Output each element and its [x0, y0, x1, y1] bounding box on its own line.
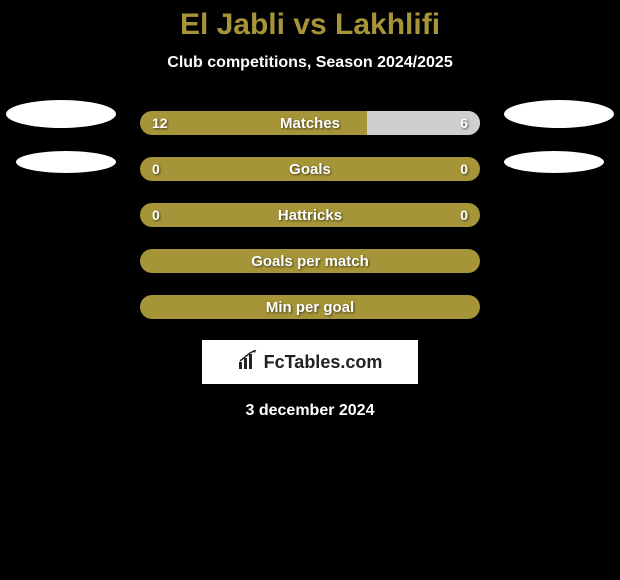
player-marker-right	[504, 100, 614, 128]
stat-label: Hattricks	[140, 207, 480, 224]
stats-rows: 12Matches60Goals00Hattricks0Goals per ma…	[0, 100, 620, 330]
player-marker-right	[504, 151, 604, 173]
stat-value-right: 6	[460, 115, 468, 131]
logo: FcTables.com	[238, 350, 383, 375]
stat-label: Goals per match	[140, 253, 480, 270]
stat-bar: 0Goals0	[140, 157, 480, 181]
logo-box: FcTables.com	[202, 340, 418, 384]
stat-label: Goals	[140, 161, 480, 178]
stat-row: 0Hattricks0	[0, 192, 620, 238]
logo-text: FcTables.com	[264, 352, 383, 373]
stat-bar: Goals per match	[140, 249, 480, 273]
stat-row: 0Goals0	[0, 146, 620, 192]
date-text: 3 december 2024	[0, 402, 620, 420]
stat-bar: 0Hattricks0	[140, 203, 480, 227]
stat-value-right: 0	[460, 207, 468, 223]
stat-label: Min per goal	[140, 299, 480, 316]
stat-bar: 12Matches6	[140, 111, 480, 135]
stat-row: Min per goal	[0, 284, 620, 330]
chart-icon	[238, 350, 260, 375]
stat-label: Matches	[140, 115, 480, 132]
stat-row: Goals per match	[0, 238, 620, 284]
stat-value-right: 0	[460, 161, 468, 177]
player-marker-left	[6, 100, 116, 128]
stat-bar: Min per goal	[140, 295, 480, 319]
subtitle: Club competitions, Season 2024/2025	[0, 54, 620, 72]
player-marker-left	[16, 151, 116, 173]
stat-row: 12Matches6	[0, 100, 620, 146]
page-title: El Jabli vs Lakhlifi	[0, 8, 620, 42]
comparison-widget: El Jabli vs Lakhlifi Club competitions, …	[0, 0, 620, 420]
stats-area: 12Matches60Goals00Hattricks0Goals per ma…	[0, 100, 620, 330]
